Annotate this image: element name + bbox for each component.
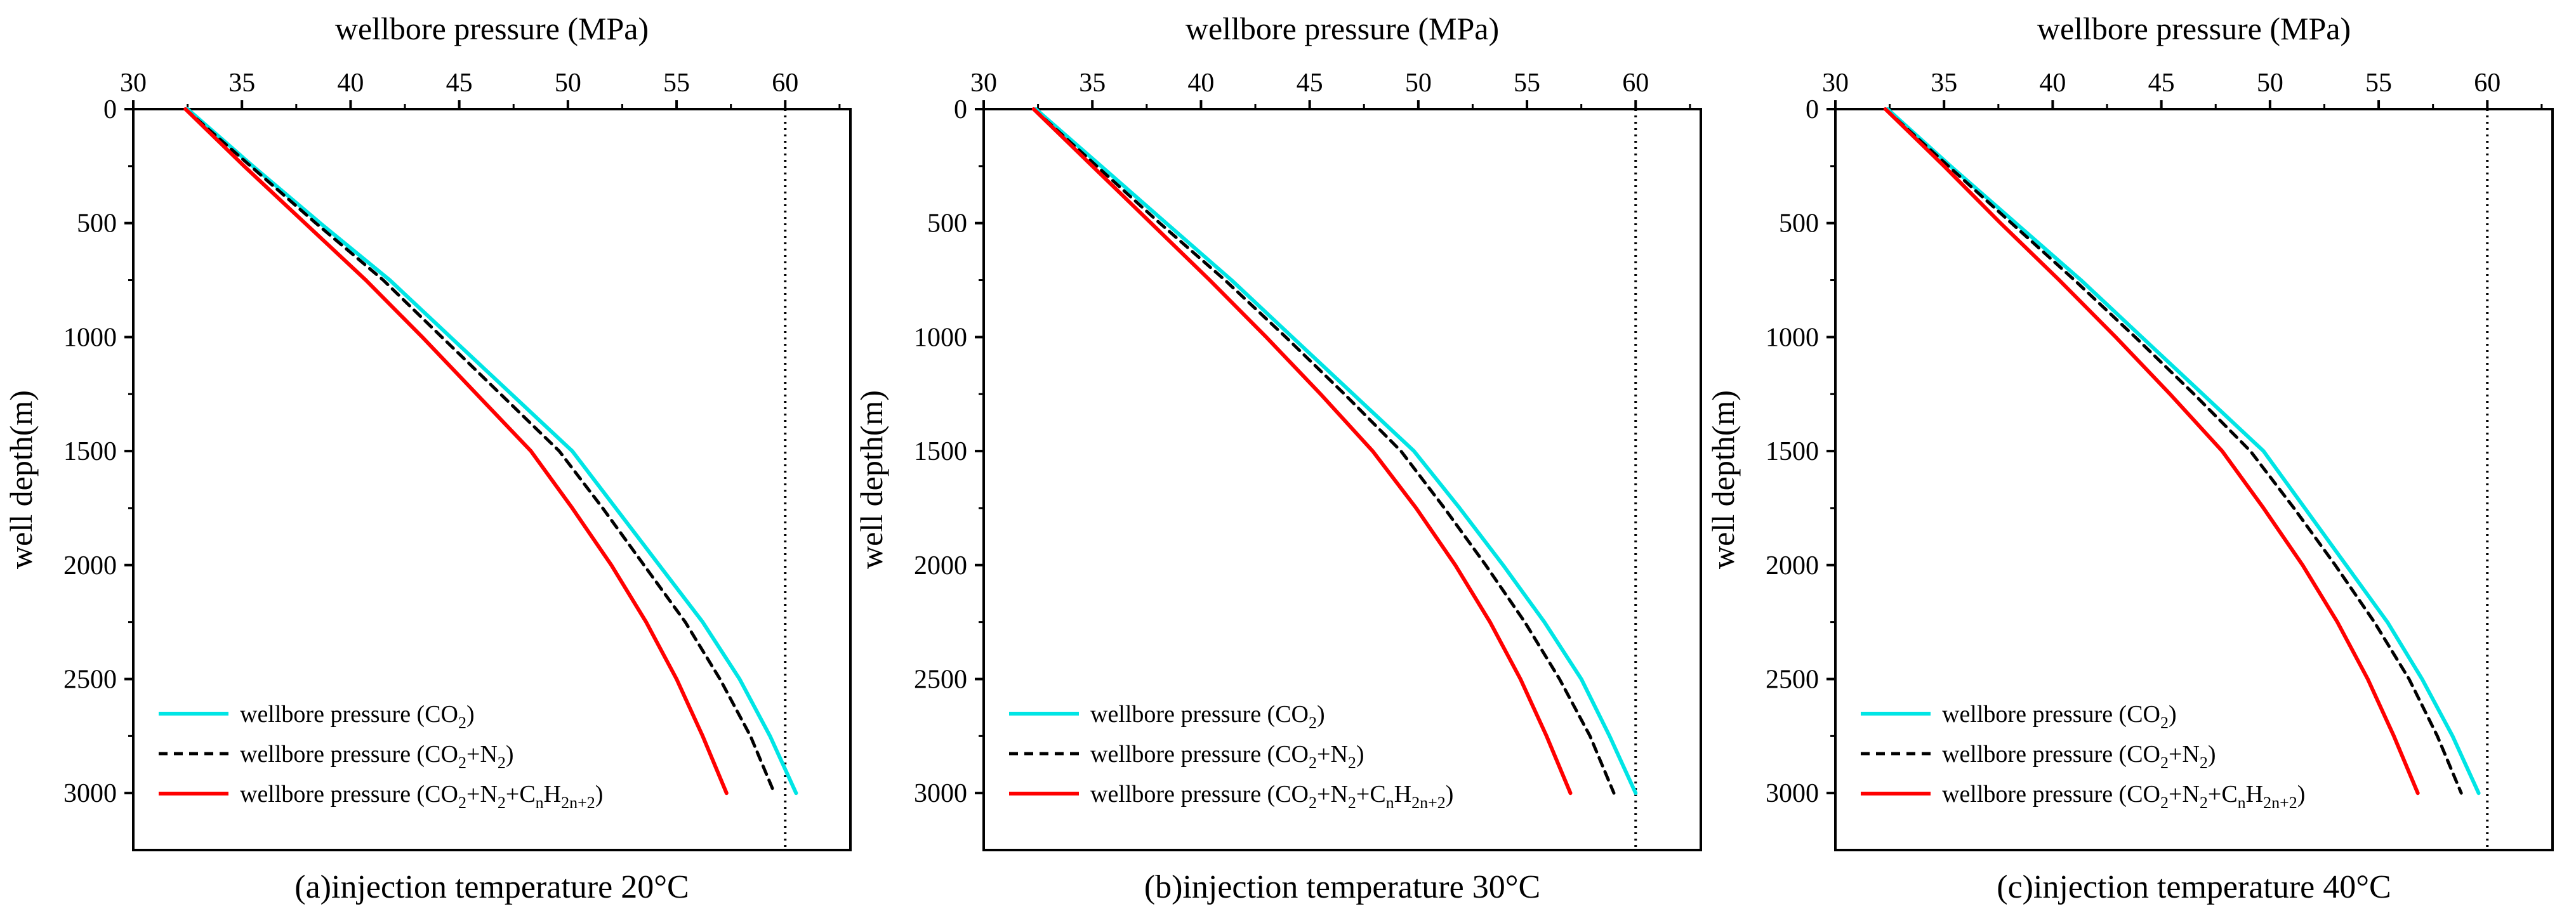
series-line-3 [183, 107, 729, 795]
chart-panel-3: 30 35 40 45 50 55 60 0 500 1000 1500 2000 2500 3000 we… [1705, 11, 2554, 905]
series-line-2 [1884, 107, 2463, 795]
x-tick-label: 60 [1622, 69, 1649, 98]
y-tick-label: 2500 [63, 665, 117, 694]
y-tick-label: 2000 [1766, 551, 1819, 580]
legend-label-1: wellbore pressure (CO2) [240, 701, 475, 732]
y-tick-label: 0 [954, 95, 967, 124]
y-tick-label: 3000 [914, 779, 967, 808]
x-tick-label: 40 [1187, 69, 1214, 98]
y-tick-label: 1000 [914, 323, 967, 352]
x-tick-label: 35 [1079, 69, 1106, 98]
x-tick-label: 45 [1297, 69, 1323, 98]
legend-label-2: wellbore pressure (CO2+N2) [240, 741, 514, 772]
y-tick-label: 500 [1779, 209, 1819, 239]
panel-caption: (c)injection temperature 40°C [1997, 869, 2391, 905]
plot-frame [132, 108, 852, 851]
series-line-1 [1034, 107, 1638, 795]
x-axis-title: wellbore pressure (MPa) [335, 11, 649, 46]
y-tick-label: 1000 [1766, 323, 1819, 352]
x-tick-label: 30 [970, 69, 997, 98]
y-tick-label: 1500 [914, 437, 967, 466]
legend-label-3: wellbore pressure (CO2+N2+CnH2n+2) [1942, 781, 2305, 812]
y-axis-title: well depth(m) [854, 390, 889, 569]
x-tick-label: 40 [337, 69, 364, 98]
legend-label-1: wellbore pressure (CO2) [1090, 701, 1325, 732]
y-tick-label: 2000 [63, 551, 117, 580]
y-tick-label: 3000 [63, 779, 117, 808]
legend-label-2: wellbore pressure (CO2+N2) [1090, 741, 1364, 772]
series-line-3 [1883, 107, 2420, 795]
y-tick-label: 1500 [1766, 437, 1819, 466]
legend-label-3: wellbore pressure (CO2+N2+CnH2n+2) [1090, 781, 1453, 812]
x-tick-label: 50 [555, 69, 581, 98]
y-tick-label: 3000 [1766, 779, 1819, 808]
x-tick-label: 45 [446, 69, 473, 98]
series-line-2 [183, 107, 776, 795]
x-tick-label: 30 [1822, 69, 1849, 98]
x-tick-label: 60 [2474, 69, 2500, 98]
y-tick-label: 2000 [914, 551, 967, 580]
legend-label-3: wellbore pressure (CO2+N2+CnH2n+2) [240, 781, 603, 812]
plot-frame [1834, 108, 2554, 851]
x-tick-label: 40 [2039, 69, 2066, 98]
y-tick-label: 0 [1806, 95, 1819, 124]
x-tick-label: 60 [772, 69, 798, 98]
series-line-1 [185, 107, 798, 795]
y-tick-label: 1500 [63, 437, 117, 466]
x-tick-label: 35 [1931, 69, 1957, 98]
legend-label-1: wellbore pressure (CO2) [1942, 701, 2177, 732]
chart-panel-2: 30 35 40 45 50 55 60 0 500 1000 1500 2000 2500 3000 we… [854, 11, 1702, 905]
y-tick-label: 0 [103, 95, 117, 124]
x-tick-label: 35 [228, 69, 255, 98]
series-line-1 [1886, 107, 2481, 795]
x-tick-label: 30 [120, 69, 147, 98]
y-axis-title: well depth(m) [3, 390, 39, 569]
plot-frame [982, 108, 1702, 851]
y-axis-title: well depth(m) [1705, 390, 1741, 569]
x-tick-label: 50 [1405, 69, 1432, 98]
y-tick-label: 1000 [63, 323, 117, 352]
x-tick-label: 45 [2148, 69, 2175, 98]
x-tick-label: 55 [663, 69, 690, 98]
y-tick-label: 500 [927, 209, 967, 239]
y-tick-label: 2500 [1766, 665, 1819, 694]
y-tick-label: 2500 [914, 665, 967, 694]
panel-caption: (b)injection temperature 30°C [1144, 869, 1540, 905]
chart-panel-1: 30 35 40 45 50 55 60 0 500 1000 1500 2000 2500 3000 we… [3, 11, 852, 905]
x-tick-label: 55 [2365, 69, 2392, 98]
x-axis-title: wellbore pressure (MPa) [1186, 11, 1499, 46]
x-axis-title: wellbore pressure (MPa) [2037, 11, 2351, 46]
x-tick-label: 55 [1514, 69, 1540, 98]
x-tick-label: 50 [2257, 69, 2283, 98]
panel-caption: (a)injection temperature 20°C [294, 869, 689, 905]
series-line-2 [1032, 107, 1616, 795]
y-tick-label: 500 [77, 209, 117, 239]
series-line-3 [1031, 107, 1573, 795]
legend-label-2: wellbore pressure (CO2+N2) [1942, 741, 2216, 772]
